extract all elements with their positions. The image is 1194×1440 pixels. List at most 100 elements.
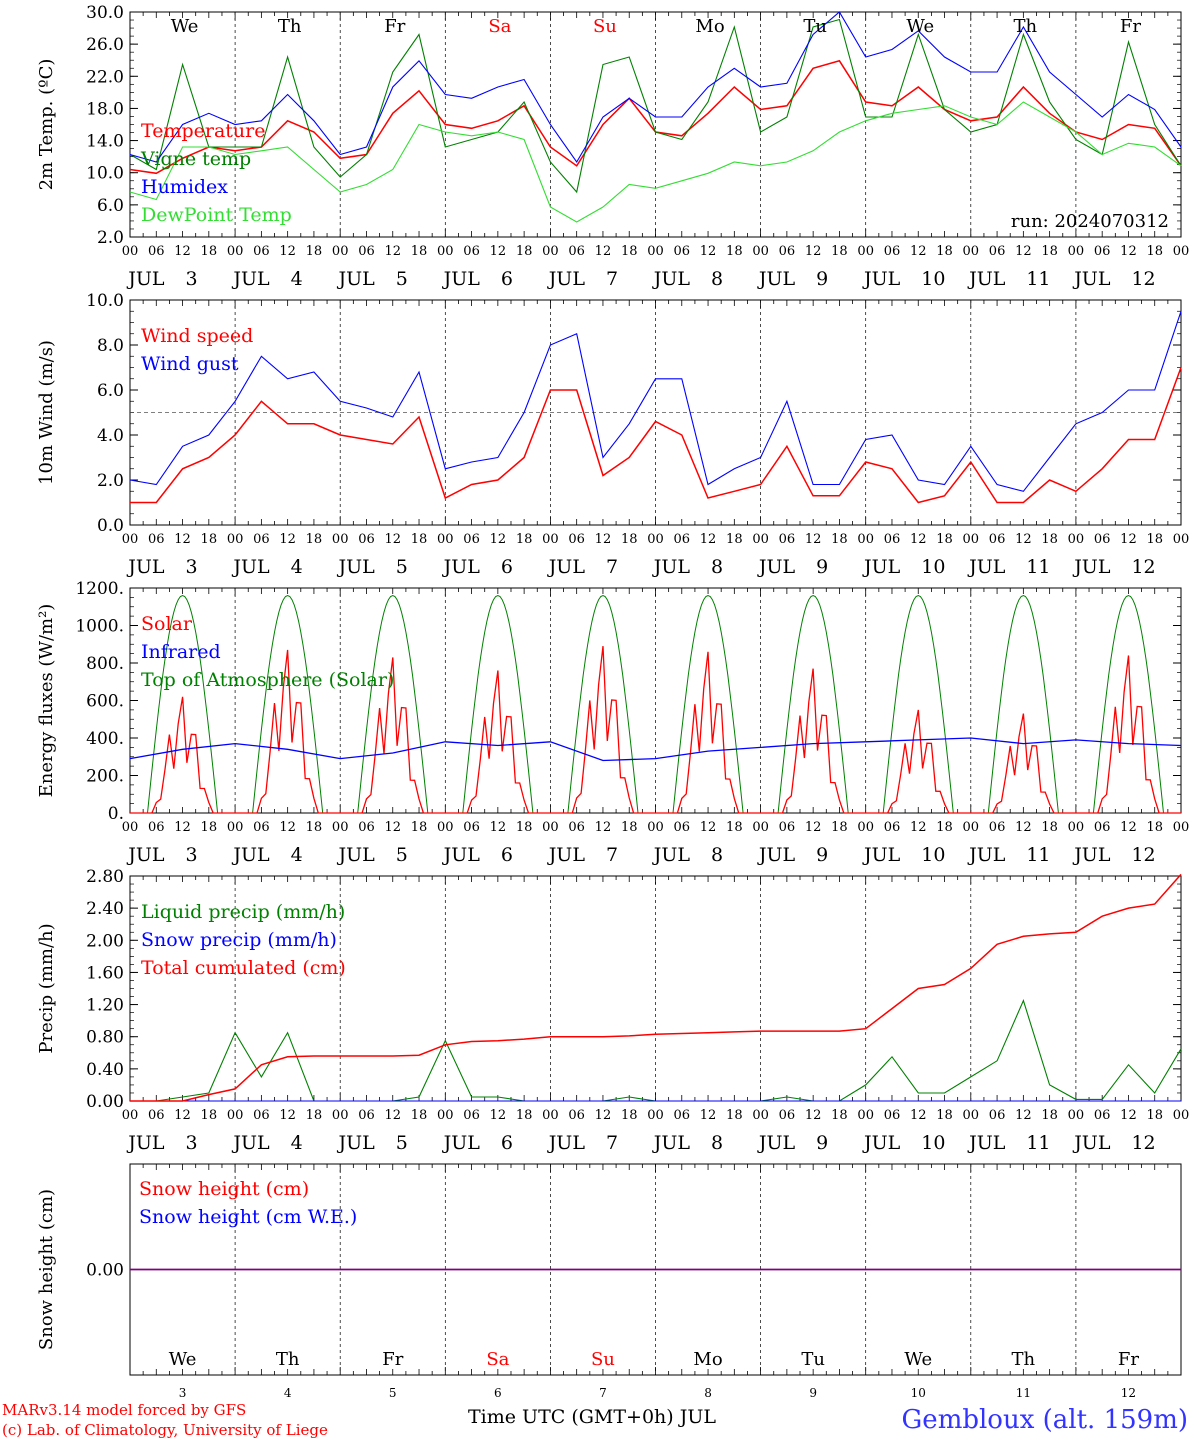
legend-entry: Liquid precip (mm/h) [141, 901, 345, 923]
date-month-label: JUL [231, 1132, 270, 1154]
hour-tick-label: 06 [674, 1108, 691, 1123]
y-tick-label: 400. [86, 729, 124, 749]
hour-tick-label: 12 [174, 532, 191, 547]
date-day-label: 9 [816, 1132, 828, 1154]
date-day-label: 10 [921, 556, 945, 578]
date-month-label: JUL [967, 556, 1006, 578]
series-line [129, 18, 1182, 194]
hour-tick-label: 12 [805, 820, 822, 835]
date-month-label: JUL [547, 556, 586, 578]
hour-tick-label: 00 [332, 1108, 349, 1123]
y-tick-label: 26.0 [86, 35, 124, 55]
date-month-label: JUL [547, 1132, 586, 1154]
weekday-label: Tu [803, 16, 827, 37]
hour-tick-label: 18 [936, 532, 953, 547]
date-month-label: JUL [652, 844, 691, 866]
hour-tick-label: 12 [910, 820, 927, 835]
hour-tick-label: 12 [174, 1108, 191, 1123]
hour-tick-label: 00 [1173, 532, 1190, 547]
hour-tick-label: 00 [122, 1108, 139, 1123]
series-line-solar [130, 646, 1181, 814]
panel-precip: 0.00 0.40 0.80 1.20 1.60 2.00 2.40 2.80 Precip (… [36, 867, 1189, 1154]
y-axis-label: Snow height (cm) [36, 1189, 57, 1350]
hour-tick-label: 12 [700, 1108, 717, 1123]
hour-tick-label: 00 [227, 532, 244, 547]
hour-tick-label: 12 [700, 532, 717, 547]
hour-tick-label: 00 [857, 532, 874, 547]
date-day-label: 9 [816, 556, 828, 578]
hour-tick-label: 06 [1094, 820, 1111, 835]
y-tick-label: 2.0 [97, 471, 124, 491]
date-day-label: 8 [711, 844, 723, 866]
hour-tick-label: 00 [963, 532, 980, 547]
hour-tick-label: 00 [437, 244, 454, 259]
panel-temperature: 2.0 6.0 10.0 14.0 18.0 22.0 26.0 30.0 2m Temp. (… [36, 3, 1189, 290]
hour-tick-label: 00 [332, 244, 349, 259]
date-month-label: JUL [757, 1132, 796, 1154]
hour-tick-label: 12 [279, 532, 296, 547]
hour-tick-label: 00 [227, 1108, 244, 1123]
y-tick-label: 1000. [75, 617, 124, 637]
weekday-label: Su [591, 1349, 615, 1370]
date-month-label: JUL [126, 556, 165, 578]
hour-tick-label: 18 [1146, 244, 1163, 259]
date-day-label: 8 [711, 1132, 723, 1154]
date-month-label: JUL [231, 844, 270, 866]
hour-tick-label: 06 [148, 820, 165, 835]
hour-tick-label: 18 [201, 532, 218, 547]
hour-tick-label: 18 [621, 820, 638, 835]
date-month-label: JUL [862, 844, 901, 866]
hour-tick-label: 06 [253, 244, 270, 259]
date-month-label: JUL [442, 844, 481, 866]
legend-entry: Infrared [141, 641, 221, 663]
hour-tick-label: 12 [595, 532, 612, 547]
date-day-label: 4 [284, 1386, 292, 1400]
hour-tick-label: 18 [831, 1108, 848, 1123]
date-month-label: JUL [126, 844, 165, 866]
hour-tick-label: 12 [700, 820, 717, 835]
y-tick-label: 1.60 [86, 963, 124, 983]
hour-tick-label: 06 [568, 532, 585, 547]
hour-tick-label: 18 [306, 1108, 323, 1123]
weekday-label: Sa [488, 16, 511, 37]
hour-tick-label: 00 [647, 244, 664, 259]
date-day-label: 4 [291, 844, 303, 866]
weekday-label: Sa [486, 1349, 509, 1370]
weekday-label: Mo [695, 16, 724, 37]
date-month-label: JUL [757, 268, 796, 290]
y-tick-label: 2.0 [97, 228, 124, 248]
hour-tick-label: 12 [595, 1108, 612, 1123]
series-line-infrared [129, 737, 1182, 762]
date-day-label: 4 [291, 556, 303, 578]
date-day-label: 12 [1131, 844, 1155, 866]
panel-wind: 0.0 2.0 4.0 6.0 8.0 10.0 10m Wind (m/s) Wind sp… [36, 291, 1189, 578]
date-month-label: JUL [1072, 1132, 1111, 1154]
y-tick-label: 0. [108, 804, 124, 824]
hour-tick-label: 18 [306, 532, 323, 547]
hour-tick-label: 00 [1173, 820, 1190, 835]
date-month-label: JUL [757, 844, 796, 866]
hour-tick-label: 06 [463, 1108, 480, 1123]
hour-tick-label: 06 [148, 244, 165, 259]
hour-tick-label: 06 [358, 1108, 375, 1123]
series-line [129, 11, 1182, 164]
y-tick-label: 200. [86, 767, 124, 787]
hour-tick-label: 06 [989, 820, 1006, 835]
legend-entry: Snow precip (mm/h) [141, 929, 337, 951]
hour-tick-label: 18 [621, 1108, 638, 1123]
y-tick-label: 4.0 [97, 426, 124, 446]
weekday-label: We [169, 1349, 197, 1370]
date-day-label: 6 [494, 1386, 502, 1400]
date-month-label: JUL [1072, 844, 1111, 866]
hour-tick-label: 18 [1041, 532, 1058, 547]
hour-tick-label: 12 [384, 1108, 401, 1123]
date-day-label: 7 [606, 1132, 618, 1154]
y-tick-label: 10.0 [86, 291, 124, 311]
hour-tick-label: 06 [568, 820, 585, 835]
hour-tick-label: 18 [621, 532, 638, 547]
series-lines [129, 311, 1182, 504]
hour-tick-label: 00 [1173, 244, 1190, 259]
hour-tick-label: 00 [963, 820, 980, 835]
hour-tick-label: 06 [1094, 1108, 1111, 1123]
location-label: Gembloux (alt. 159m) [902, 1405, 1188, 1435]
